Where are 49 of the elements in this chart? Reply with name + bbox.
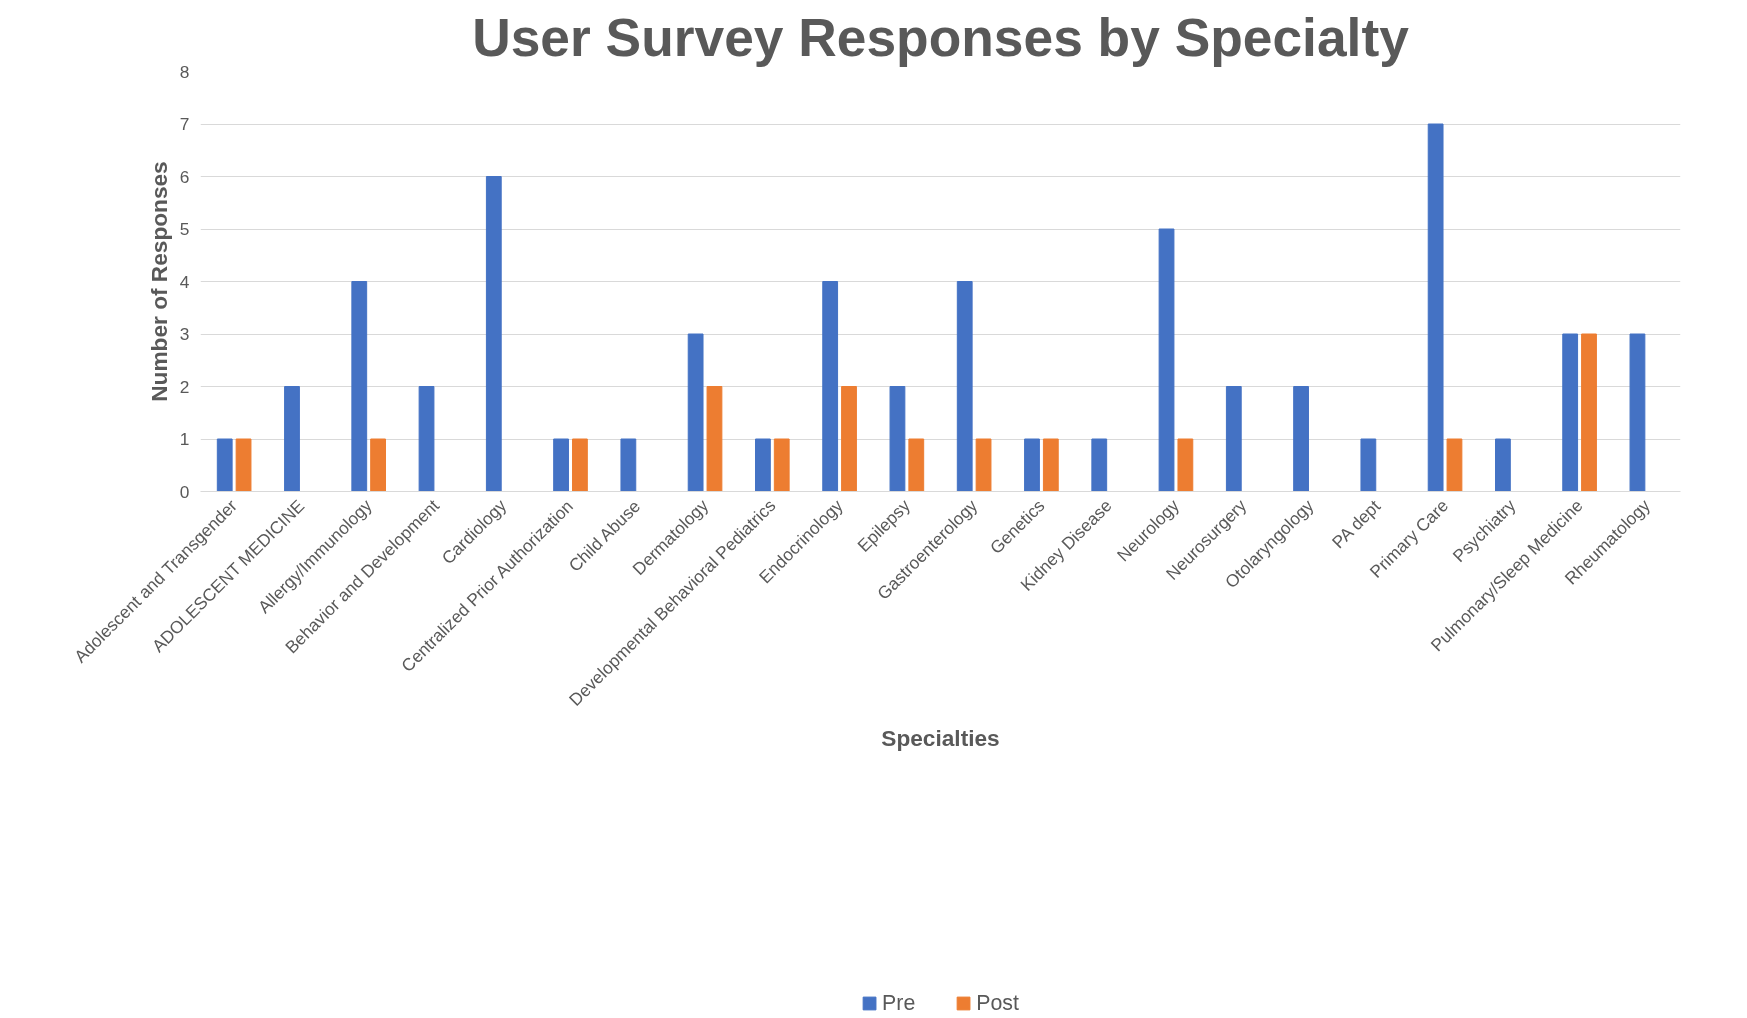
y-tick-label: 7 (179, 114, 190, 134)
bar (687, 333, 704, 492)
x-tick-label: PA dept (1328, 495, 1385, 553)
bar (351, 281, 368, 492)
bar (620, 438, 637, 492)
bar (755, 438, 771, 492)
bar (284, 386, 300, 492)
bar (956, 281, 973, 492)
y-tick-label: 8 (179, 61, 190, 82)
bar (908, 438, 925, 492)
bar (889, 386, 906, 492)
bar (1360, 438, 1377, 492)
bar (216, 438, 233, 492)
bar (1225, 386, 1242, 492)
bar (553, 438, 569, 492)
bar (1158, 228, 1175, 492)
chart-title: User Survey Responses by Specialty (472, 7, 1410, 67)
bar (706, 386, 723, 492)
bar (418, 386, 435, 492)
bar (1091, 438, 1108, 492)
y-axis-title: Number of Responses (145, 161, 172, 402)
bar (572, 438, 588, 492)
y-tick-label: 4 (179, 271, 190, 292)
bar (1562, 333, 1579, 492)
bar (1293, 386, 1309, 492)
bar (1629, 333, 1646, 492)
bar (1495, 438, 1511, 492)
bar (370, 438, 386, 492)
bar (1446, 438, 1463, 492)
bar (822, 281, 839, 492)
y-tick-label: 6 (179, 166, 190, 187)
bar (1427, 123, 1444, 492)
legend-label: Pre (882, 990, 916, 1016)
bar (1042, 438, 1059, 492)
y-tick-label: 1 (179, 429, 190, 449)
x-axis-title: Specialties (881, 724, 1000, 751)
bar (841, 386, 857, 492)
bar (1024, 438, 1040, 492)
bar (485, 176, 502, 492)
bar (1581, 333, 1597, 492)
bar (235, 438, 252, 492)
legend-label: Post (976, 990, 1019, 1016)
bar (975, 438, 992, 492)
y-tick-label: 5 (179, 219, 190, 239)
y-tick-label: 2 (179, 376, 190, 397)
bar (1177, 438, 1194, 492)
bar (773, 438, 790, 492)
y-tick-label: 3 (179, 324, 190, 344)
y-tick-label: 0 (179, 481, 190, 502)
